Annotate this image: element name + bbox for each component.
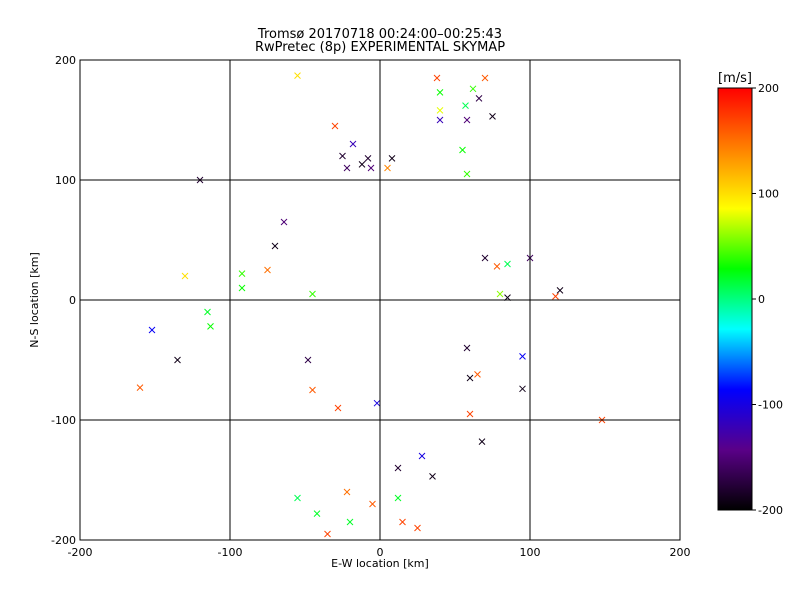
data-point-cross-13 [309,290,316,298]
data-point-cross-51 [463,344,471,352]
data-point-cross-22 [343,164,351,172]
data-point-cross-21 [339,152,346,160]
data-point-cross-9 [264,266,271,274]
data-point-cross-17 [313,510,321,517]
y-tick-label-0: -200 [51,534,76,547]
data-point-cross-66 [496,290,504,298]
data-point-cross-23 [349,140,357,148]
colorbar-tick-label-0: 200 [758,82,779,95]
plot-frame [79,59,681,541]
x-tick-label-4: 200 [670,546,691,559]
data-point-cross-48 [489,113,496,120]
colorbar-tick-label-2: 0 [758,293,765,306]
data-point-cross-43 [462,102,469,109]
data-point-cross-39 [436,116,444,124]
y-ticks: -200 -100 0 100 200 [51,54,76,547]
chart-subtitle: RwPretec (8p) EXPERIMENTAL SKYMAP [255,40,505,55]
data-point-cross-46 [475,95,483,102]
data-point-cross-45 [469,85,477,93]
data-point-cross-62 [504,260,511,268]
data-point-cross-31 [373,399,381,407]
y-tick-label-1: -100 [51,414,76,427]
data-point-cross-24 [358,161,366,168]
data-point-cross-40 [436,107,444,114]
data-point-cross-37 [414,524,421,532]
data-point-cross-11 [280,218,288,226]
data-point-cross-30 [369,500,376,508]
x-axis-label: E-W location [km] [331,557,429,570]
x-tick-label-2: 0 [377,546,384,559]
data-point-cross-8 [238,284,246,292]
colorbar-tick-label-4: -200 [758,504,783,517]
data-point-cross-28 [343,488,351,496]
data-point-cross-14 [304,356,312,364]
data-point-cross-50 [463,170,471,178]
data-point-cross-35 [394,494,402,502]
colorbar [717,87,753,511]
data-point-cross-42 [433,74,441,82]
data-point-cross-65 [481,254,489,262]
data-point-cross-56 [429,473,436,480]
data-point-cross-44 [463,116,471,124]
data-point-cross-4 [207,323,214,330]
colorbar-ticks: 200 100 0 -100 -200 [752,82,783,517]
data-point-cross-63 [493,263,501,270]
data-point-cross-38 [418,452,426,460]
data-point-cross-55 [478,438,486,445]
data-point-cross-20 [331,122,339,130]
data-point-cross-19 [334,404,342,412]
data-point-cross-34 [394,464,402,472]
data-point-cross-12 [294,72,301,79]
data-point-cross-58 [519,385,526,393]
data-point-cross-41 [436,89,444,96]
data-point-cross-5 [204,308,211,316]
chart-title: Tromsø 20170718 00:24:00–00:25:43 [257,27,502,42]
x-ticks: -200 -100 0 100 200 [68,546,691,559]
x-tick-label-1: -100 [218,546,243,559]
data-point-cross-15 [309,386,316,394]
data-point-cross-3 [136,384,144,391]
data-points [136,72,606,538]
data-point-cross-53 [474,371,481,378]
y-tick-label-4: 200 [55,54,76,67]
x-tick-label-0: -200 [68,546,93,559]
y-axis-label: N-S location [km] [28,252,41,348]
data-point-cross-54 [466,410,474,418]
data-point-cross-26 [367,164,375,172]
data-point-cross-49 [459,146,466,154]
data-point-cross-47 [481,74,489,82]
data-point-cross-7 [238,270,246,277]
colorbar-tick-label-3: -100 [758,399,783,412]
data-point-cross-33 [384,164,391,172]
data-point-cross-60 [552,293,559,300]
data-point-cross-10 [271,242,279,250]
data-point-cross-52 [466,374,474,382]
y-tick-label-2: 0 [69,294,76,307]
data-point-cross-16 [294,494,301,502]
data-point-cross-57 [519,353,526,360]
x-tick-label-3: 100 [520,546,541,559]
colorbar-tick-label-1: 100 [758,188,779,201]
data-point-cross-27 [346,518,354,526]
data-point-cross-18 [324,530,331,538]
data-point-cross-6 [181,272,189,280]
grid-lines [80,60,680,540]
colorbar-label: [m/s] [718,71,752,86]
data-point-cross-36 [399,518,406,526]
data-point-cross-25 [364,155,372,162]
data-point-cross-32 [388,155,396,162]
data-point-cross-2 [174,356,181,364]
data-point-cross-1 [148,326,156,334]
data-point-cross-59 [556,287,564,294]
y-tick-label-3: 100 [55,174,76,187]
